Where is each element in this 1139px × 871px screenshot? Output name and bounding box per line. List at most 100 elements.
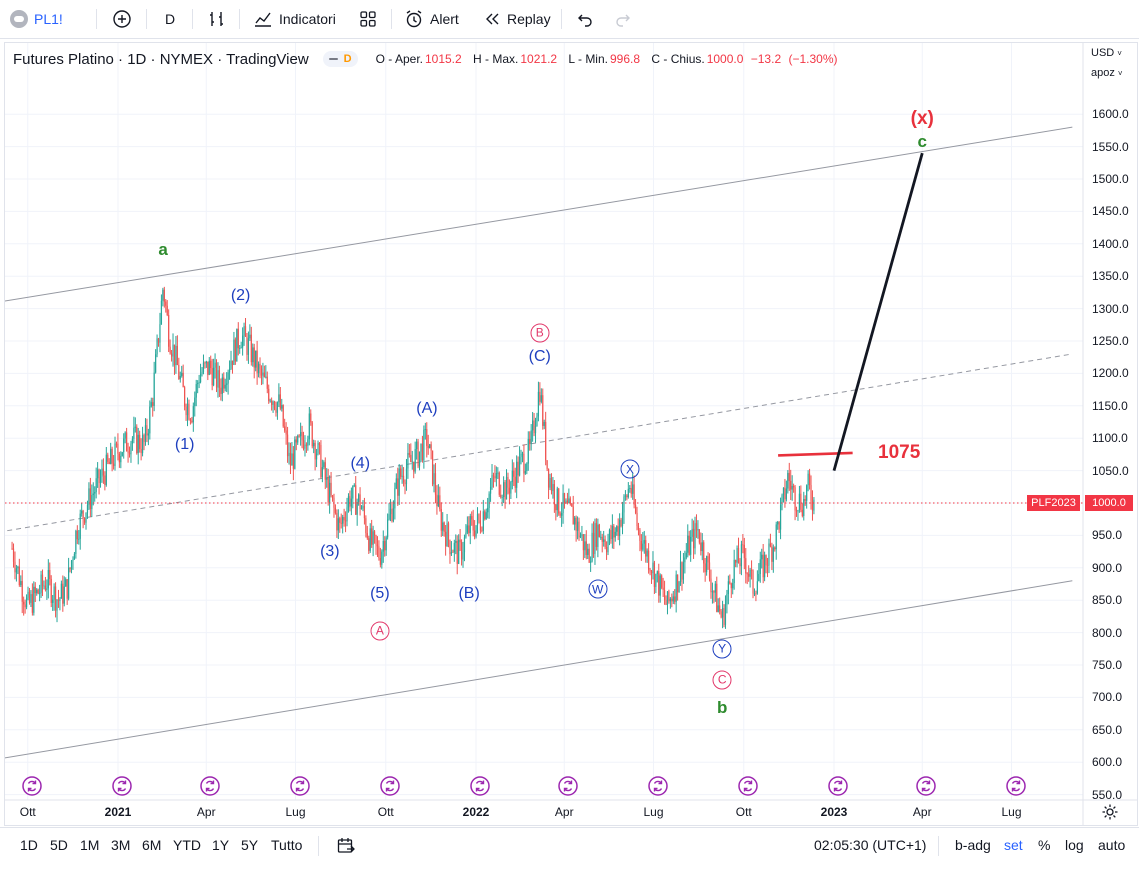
wave-label-c: c: [917, 132, 927, 152]
range-5y[interactable]: 5Y: [241, 837, 259, 853]
ohlc-change: −13.2: [750, 52, 782, 66]
indicators-label: Indicatori: [279, 11, 336, 27]
time-label: Lug: [1001, 805, 1022, 819]
price-label: 1500.0: [1092, 172, 1129, 186]
price-label: 650.0: [1092, 722, 1123, 737]
rollover-marker-icon[interactable]: [647, 776, 668, 796]
circled-label-C: C: [712, 670, 732, 690]
price-label: 800.0: [1092, 625, 1123, 640]
calendar-range-icon: [337, 838, 355, 853]
redo-icon: [616, 14, 630, 27]
replay-button[interactable]: Replay: [483, 0, 551, 38]
rollover-marker-icon[interactable]: [289, 776, 310, 796]
ohlc-close-value: 1000.0: [706, 52, 744, 66]
circled-label-W: W: [588, 579, 608, 599]
chart-legend: Futures Platino · 1D · NYMEX · TradingVi…: [13, 50, 846, 68]
time-label: Ott: [377, 805, 394, 819]
wave-label-a: a: [158, 240, 168, 260]
wave-label-b: b: [716, 698, 728, 718]
time-label: Apr: [554, 805, 574, 819]
current-price-tag: 1000.0: [1085, 495, 1133, 511]
rollover-marker-icon[interactable]: [380, 776, 400, 796]
range-all[interactable]: Tutto: [271, 837, 303, 853]
ohlc-high-key: H - Max.: [473, 52, 519, 66]
compare-symbol-button[interactable]: [112, 0, 132, 38]
price-label: 1100.0: [1092, 431, 1128, 446]
wave-label-x: (x): [910, 108, 934, 130]
price-label: 900.0: [1092, 560, 1123, 575]
time-label: 2022: [462, 805, 490, 819]
rollover-marker-icon[interactable]: [738, 776, 758, 796]
ohlc-low-value: 996.8: [609, 52, 641, 66]
unit-label: apoz: [1091, 67, 1115, 79]
range-5d[interactable]: 5D: [50, 837, 68, 853]
wave-label-C: (C): [528, 348, 551, 366]
range-6m[interactable]: 6M: [142, 837, 162, 853]
range-1m[interactable]: 1M: [80, 837, 100, 853]
templates-button[interactable]: [359, 0, 377, 38]
legend-badge: D: [343, 53, 352, 65]
price-label: 1050.0: [1092, 463, 1129, 478]
rollover-marker-icon[interactable]: [828, 776, 848, 796]
legend-visibility-pill[interactable]: D: [322, 51, 358, 67]
auto-toggle[interactable]: auto: [1098, 837, 1126, 853]
indicators-button[interactable]: Indicatori: [253, 0, 336, 38]
time-label: 2021: [104, 805, 132, 819]
unit-selector[interactable]: apoz ˅: [1091, 67, 1123, 79]
range-3m[interactable]: 3M: [111, 837, 131, 853]
scale-settings-button[interactable]: [1101, 803, 1119, 821]
replay-label: Replay: [507, 11, 551, 27]
rollover-marker-icon[interactable]: [200, 776, 221, 796]
rollover-marker-icon[interactable]: [470, 776, 490, 796]
clock-timezone[interactable]: 02:05:30 (UTC+1): [814, 837, 927, 853]
time-label: Ott: [735, 805, 752, 819]
date-range-button[interactable]: [336, 836, 356, 861]
toolbar-divider: [561, 9, 562, 29]
range-ytd[interactable]: YTD: [173, 837, 201, 853]
price-label: 850.0: [1092, 593, 1123, 608]
wave-label-B: (B): [458, 584, 480, 602]
undo-button[interactable]: [576, 0, 594, 38]
log-toggle[interactable]: log: [1065, 837, 1084, 853]
rollover-marker-icon[interactable]: [112, 776, 132, 796]
ohlc-low-key: L - Min.: [568, 52, 608, 66]
wave-label-5: (5): [370, 584, 390, 602]
circled-label-B: B: [530, 323, 550, 343]
plus-circle-icon: [113, 10, 131, 28]
range-1d[interactable]: 1D: [20, 837, 38, 853]
alert-label: Alert: [430, 11, 459, 27]
current-price-label: 1000.0: [1092, 497, 1126, 509]
rollover-marker-icon[interactable]: [916, 776, 937, 796]
circled-label-X: X: [620, 459, 640, 479]
rollover-marker-icon[interactable]: [22, 776, 42, 796]
ohlc-open-key: O - Aper.: [375, 52, 423, 66]
symbol-selector[interactable]: PL1!: [10, 0, 63, 38]
chart-type-button[interactable]: [207, 0, 227, 38]
alert-button[interactable]: Alert: [404, 0, 459, 38]
wave-label-A: (A): [416, 400, 438, 418]
redo-button[interactable]: [614, 0, 632, 38]
rollover-marker-icon[interactable]: [558, 776, 579, 796]
time-label: Lug: [285, 805, 306, 819]
interval-label: D: [165, 11, 176, 27]
range-1y[interactable]: 1Y: [212, 837, 230, 853]
price-label: 1550.0: [1092, 139, 1129, 154]
time-label: Apr: [196, 805, 216, 819]
wave-label-1: (1): [174, 435, 195, 453]
ohlc-open-value: 1015.2: [424, 52, 462, 66]
chart-pane[interactable]: [4, 42, 1138, 826]
interval-button[interactable]: D: [165, 0, 175, 38]
toolbar-divider: [192, 9, 193, 29]
toolbar-divider: [239, 9, 240, 29]
rollover-marker-icon[interactable]: [1005, 776, 1026, 796]
price-label: 1300.0: [1092, 301, 1129, 316]
time-label: Ott: [19, 805, 36, 819]
price-label: 700.0: [1092, 690, 1123, 705]
price-label: 1600.0: [1092, 107, 1129, 122]
percent-toggle[interactable]: %: [1038, 837, 1051, 853]
settlement-toggle[interactable]: set: [1004, 837, 1023, 853]
session-toggle[interactable]: b-adg: [955, 837, 991, 853]
price-label: 1450.0: [1092, 204, 1129, 219]
price-label: 600.0: [1092, 755, 1123, 770]
currency-selector[interactable]: USD ˅: [1091, 47, 1122, 59]
